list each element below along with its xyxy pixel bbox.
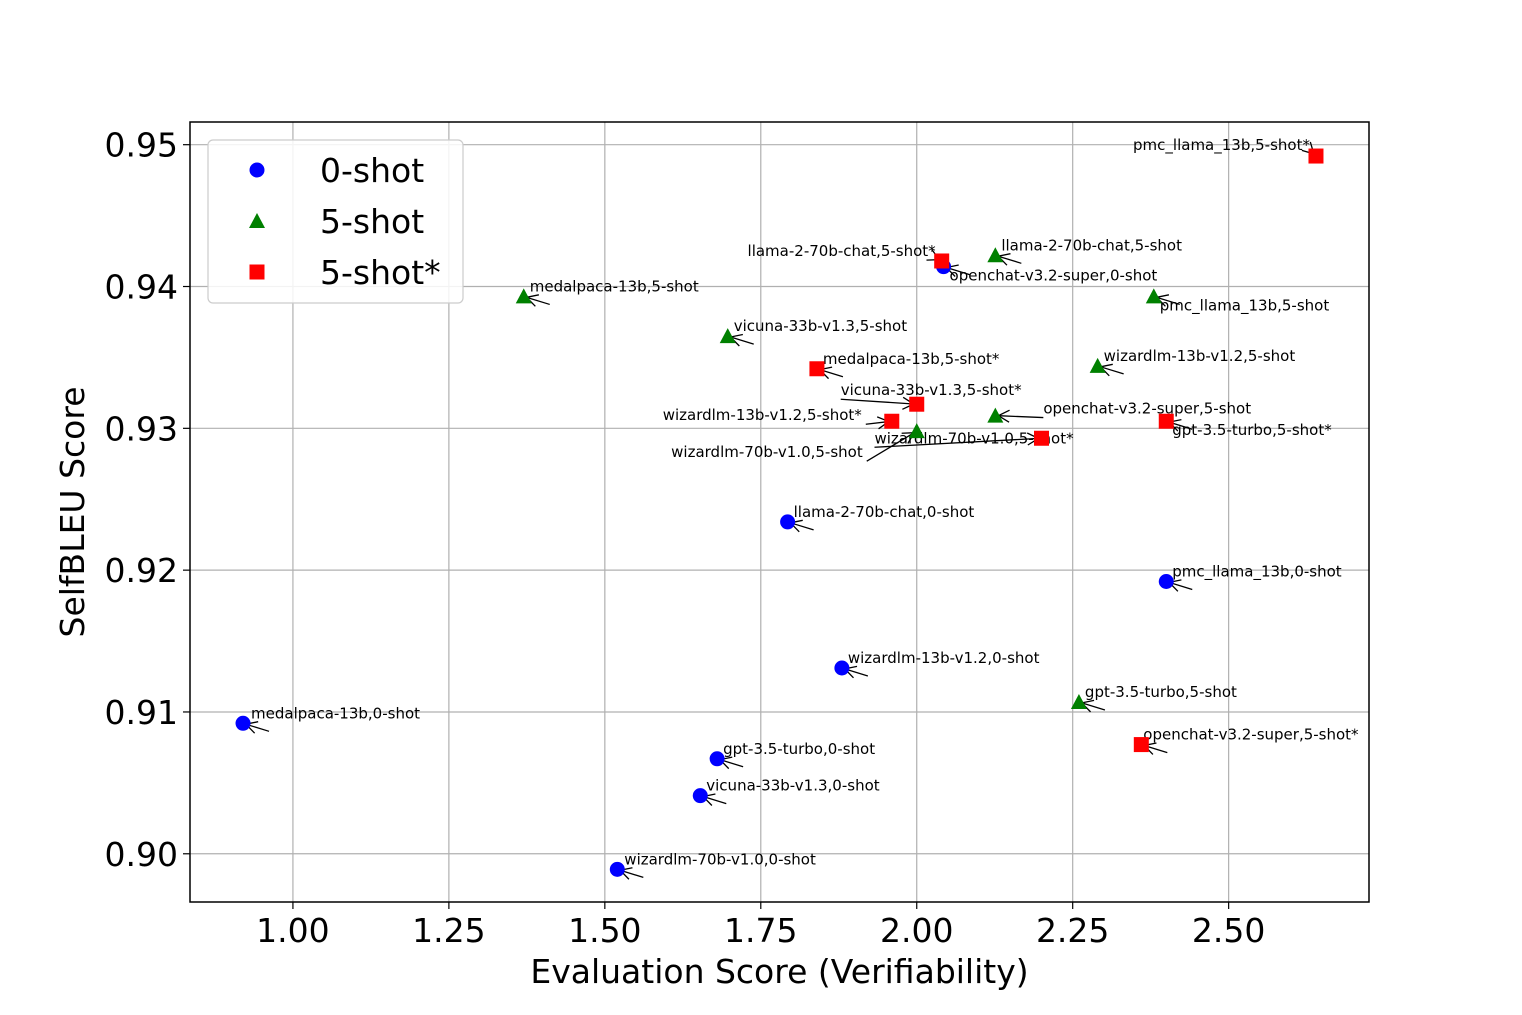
marker-5-shot xyxy=(1089,357,1106,373)
annotation-arrow-line xyxy=(998,255,1022,264)
point-label: llama-2-70b-chat,5-shot xyxy=(1001,236,1182,254)
point-label: gpt-3.5-turbo,5-shot* xyxy=(1172,421,1332,439)
marker-5-shot xyxy=(987,247,1004,263)
point-label: wizardlm-70b-v1.0,0-shot xyxy=(624,850,816,868)
marker-0-shot xyxy=(692,788,708,804)
point-label: pmc_llama_13b,5-shot xyxy=(1160,296,1330,315)
point-label: gpt-3.5-turbo,5-shot xyxy=(1085,683,1237,701)
marker-5-shot xyxy=(987,407,1004,423)
marker-5-shot-star xyxy=(884,413,900,429)
annotation-arrow-line xyxy=(874,437,1039,448)
point-label: wizardlm-13b-v1.2,0-shot xyxy=(848,649,1040,667)
marker-5-shot-star xyxy=(809,361,825,377)
point-label: pmc_llama_13b,5-shot* xyxy=(1133,136,1310,155)
annotation-arrow-line xyxy=(1156,296,1180,306)
marker-5-shot xyxy=(719,328,736,344)
annotation-arrow-line xyxy=(1081,702,1106,711)
marker-5-shot-star xyxy=(1133,737,1149,753)
point-label: medalpaca-13b,5-shot xyxy=(530,277,699,295)
point-label: vicuna-33b-v1.3,0-shot xyxy=(706,777,879,795)
point-label: medalpaca-13b,0-shot xyxy=(251,704,420,722)
x-tick-label: 1.50 xyxy=(568,911,641,950)
x-tick-label: 1.25 xyxy=(412,911,485,950)
marker-0-shot xyxy=(834,660,850,676)
annotation-arrow-line xyxy=(840,398,914,405)
y-axis-label: SelfBLEU Score xyxy=(53,387,92,638)
legend-label: 5-shot* xyxy=(320,253,441,292)
plot-area-frame xyxy=(189,121,1370,903)
point-label: vicuna-33b-v1.3,5-shot* xyxy=(841,381,1022,399)
marker-0-shot xyxy=(609,861,625,877)
legend-label: 0-shot xyxy=(320,151,424,190)
marker-0-shot xyxy=(249,162,265,178)
marker-5-shot-star xyxy=(1158,413,1174,429)
point-label: llama-2-70b-chat,0-shot xyxy=(794,503,975,521)
point-label: openchat-v3.2-super,5-shot* xyxy=(1143,726,1359,744)
x-tick-label: 2.00 xyxy=(880,911,953,950)
marker-5-shot-star xyxy=(1034,430,1049,446)
marker-5-shot xyxy=(908,423,925,439)
x-tick-label: 1.75 xyxy=(724,911,797,950)
point-label: medalpaca-13b,5-shot* xyxy=(823,350,1000,368)
point-label: llama-2-70b-chat,5-shot* xyxy=(748,242,937,260)
point-label: wizardlm-13b-v1.2,5-shot* xyxy=(663,406,863,424)
legend-label: 5-shot xyxy=(320,202,424,241)
marker-0-shot xyxy=(235,715,251,731)
annotation-arrow-line xyxy=(998,415,1044,419)
annotation-arrow-line xyxy=(730,336,754,345)
point-annotations: medalpaca-13b,0-shot wizardlm-70b-v1.0,0-… xyxy=(244,136,1359,880)
point-label: wizardlm-13b-v1.2,5-shot xyxy=(1104,347,1296,365)
legend-box xyxy=(207,139,464,304)
point-label: wizardlm-70b-v1.0,5-shot xyxy=(671,443,863,461)
marker-5-shot-star xyxy=(934,253,950,269)
point-label: pmc_llama_13b,0-shot xyxy=(1172,562,1342,581)
point-label: vicuna-33b-v1.3,5-shot xyxy=(734,317,907,335)
x-tick-label: 2.50 xyxy=(1192,911,1265,950)
data-markers xyxy=(235,148,1324,877)
annotation-arrow-line xyxy=(526,296,550,306)
marker-5-shot-star xyxy=(909,396,925,412)
marker-5-shot xyxy=(515,288,532,304)
marker-0-shot xyxy=(780,514,796,530)
point-label: wizardlm-70b-v1.0,5-shot* xyxy=(875,429,1075,447)
y-tick-label: 0.91 xyxy=(105,693,178,732)
point-label: openchat-v3.2-super,5-shot xyxy=(1043,400,1251,418)
point-label: gpt-3.5-turbo,0-shot xyxy=(723,740,875,758)
marker-0-shot xyxy=(709,751,725,767)
y-tick-label: 0.92 xyxy=(105,551,178,590)
marker-0-shot xyxy=(1158,573,1174,589)
marker-5-shot-star xyxy=(249,264,265,280)
y-tick-label: 0.93 xyxy=(105,409,178,448)
y-tick-label: 0.95 xyxy=(105,126,178,165)
marker-5-shot xyxy=(1145,288,1162,304)
x-tick-label: 2.25 xyxy=(1036,911,1109,950)
x-tick-label: 1.00 xyxy=(256,911,329,950)
y-tick-label: 0.94 xyxy=(105,268,178,307)
x-axis-label: Evaluation Score (Verifiability) xyxy=(530,952,1028,991)
marker-5-shot xyxy=(249,213,265,228)
y-tick-label: 0.90 xyxy=(105,835,178,874)
legend: 0-shot 5-shot 5-shot* xyxy=(207,139,464,304)
axis-ticks: 1.00 1.25 1.50 1.75 2.00 2.25 2.50 0.90 0.91 0.92… xyxy=(105,126,1266,950)
point-label: openchat-v3.2-super,0-shot xyxy=(950,267,1158,285)
marker-5-shot xyxy=(1070,694,1087,710)
annotation-arrow-line xyxy=(1100,366,1124,375)
marker-5-shot-star xyxy=(1308,148,1324,164)
